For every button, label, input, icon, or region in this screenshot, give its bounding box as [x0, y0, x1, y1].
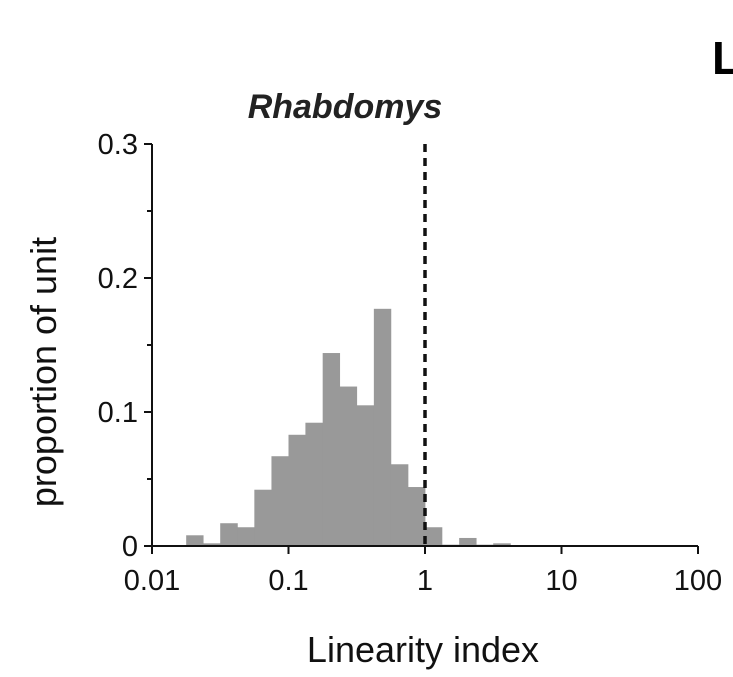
- x-tick-label: 1: [417, 565, 433, 597]
- panel-letter: L: [712, 32, 733, 84]
- histogram-bar: [271, 456, 289, 546]
- x-axis-label: Linearity index: [307, 629, 539, 670]
- y-tick-label: 0: [122, 531, 138, 563]
- histogram-bar: [425, 527, 443, 546]
- histogram-bar: [407, 487, 426, 546]
- x-tick-label: 100: [674, 565, 722, 597]
- x-tick-label: 0.1: [268, 565, 308, 597]
- y-tick-label: 0.3: [98, 129, 138, 161]
- histogram-bar: [493, 543, 511, 546]
- histogram-bar: [254, 489, 272, 546]
- histogram-bar: [237, 527, 255, 546]
- histogram-bar: [220, 523, 238, 546]
- histogram-bar: [288, 434, 306, 546]
- x-tick-label: 10: [545, 565, 577, 597]
- histogram-bar: [356, 405, 375, 546]
- histogram-bar: [339, 386, 358, 546]
- y-axis-label: proportion of unit: [23, 237, 64, 507]
- histogram-bar: [305, 422, 324, 546]
- histogram-bar: [322, 353, 341, 546]
- histogram-bar: [186, 535, 204, 546]
- x-tick-label: 0.01: [124, 565, 180, 597]
- histogram-bar: [203, 543, 221, 546]
- ticks: 0 0.1 0.2 0.3 0.01 0.1 1 10 100: [98, 129, 723, 597]
- histogram-bars: [186, 308, 511, 546]
- histogram-bar: [390, 464, 409, 546]
- y-tick-label: 0.1: [98, 397, 138, 429]
- histogram-bar: [459, 537, 477, 546]
- y-tick-label: 0.2: [98, 263, 138, 295]
- chart-title: Rhabdomys: [248, 88, 443, 126]
- histogram-bar: [373, 308, 392, 546]
